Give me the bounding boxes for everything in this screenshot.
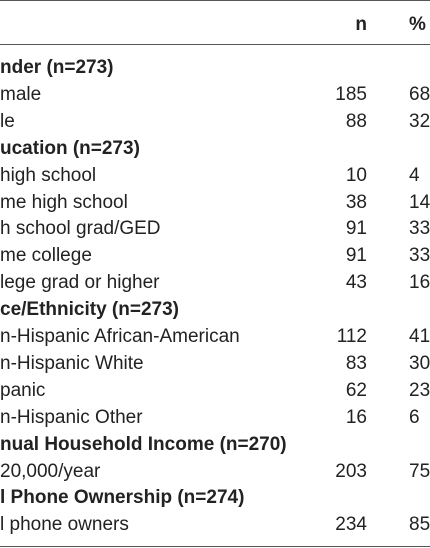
pct-cell: 16 — [409, 272, 430, 294]
row-label: panic — [0, 379, 46, 401]
n-cell: 203 — [335, 460, 367, 482]
n-cell: 38 — [345, 191, 367, 213]
n-cell: 10 — [345, 164, 367, 186]
n-cell: 91 — [345, 218, 367, 240]
n-cell: 83 — [345, 352, 367, 374]
row-label: h school grad/GED — [0, 218, 161, 240]
row-label: le — [0, 110, 15, 132]
pct-cell: 85 — [409, 514, 430, 536]
row-label: me college — [0, 245, 92, 267]
pct-cell: 4 — [409, 164, 420, 186]
section-label: ucation (n=273) — [0, 137, 140, 159]
bottom-rule — [0, 546, 430, 547]
pct-cell: 33 — [409, 245, 430, 267]
n-cell: 43 — [345, 272, 367, 294]
n-cell: 16 — [345, 406, 367, 428]
header-pct: % — [409, 14, 426, 35]
pct-cell: 23 — [409, 379, 430, 401]
row-label: me high school — [0, 191, 128, 213]
n-cell: 234 — [335, 514, 367, 536]
n-cell: 88 — [345, 110, 367, 132]
section-label: l Phone Ownership (n=274) — [0, 487, 245, 509]
pct-cell: 41 — [409, 326, 430, 347]
header-n: n — [355, 14, 367, 35]
header-rule — [0, 44, 430, 45]
row-label: 20,000/year — [0, 460, 101, 482]
pct-cell: 14 — [409, 191, 430, 213]
pct-cell: 33 — [409, 218, 430, 240]
pct-cell: 32 — [409, 110, 430, 132]
n-cell: 91 — [345, 245, 367, 267]
row-label: n-Hispanic White — [0, 352, 144, 374]
section-label: nder (n=273) — [0, 57, 114, 78]
top-rule — [0, 0, 430, 1]
pct-cell: 68 — [409, 83, 430, 105]
pct-cell: 30 — [409, 352, 430, 374]
row-label: lege grad or higher — [0, 272, 160, 294]
section-label: nual Household Income (n=270) — [0, 433, 287, 455]
n-cell: 112 — [336, 326, 367, 347]
n-cell: 185 — [335, 83, 367, 105]
section-label: ce/Ethnicity (n=273) — [0, 299, 179, 321]
row-label: male — [0, 83, 42, 105]
pct-cell: 75 — [409, 460, 430, 482]
row-label: high school — [0, 164, 97, 186]
row-label: n-Hispanic Other — [0, 406, 143, 428]
row-label: l phone owners — [0, 514, 129, 536]
n-cell: 62 — [345, 379, 367, 401]
row-label: n-Hispanic African-American — [0, 326, 240, 347]
pct-cell: 6 — [409, 406, 420, 428]
